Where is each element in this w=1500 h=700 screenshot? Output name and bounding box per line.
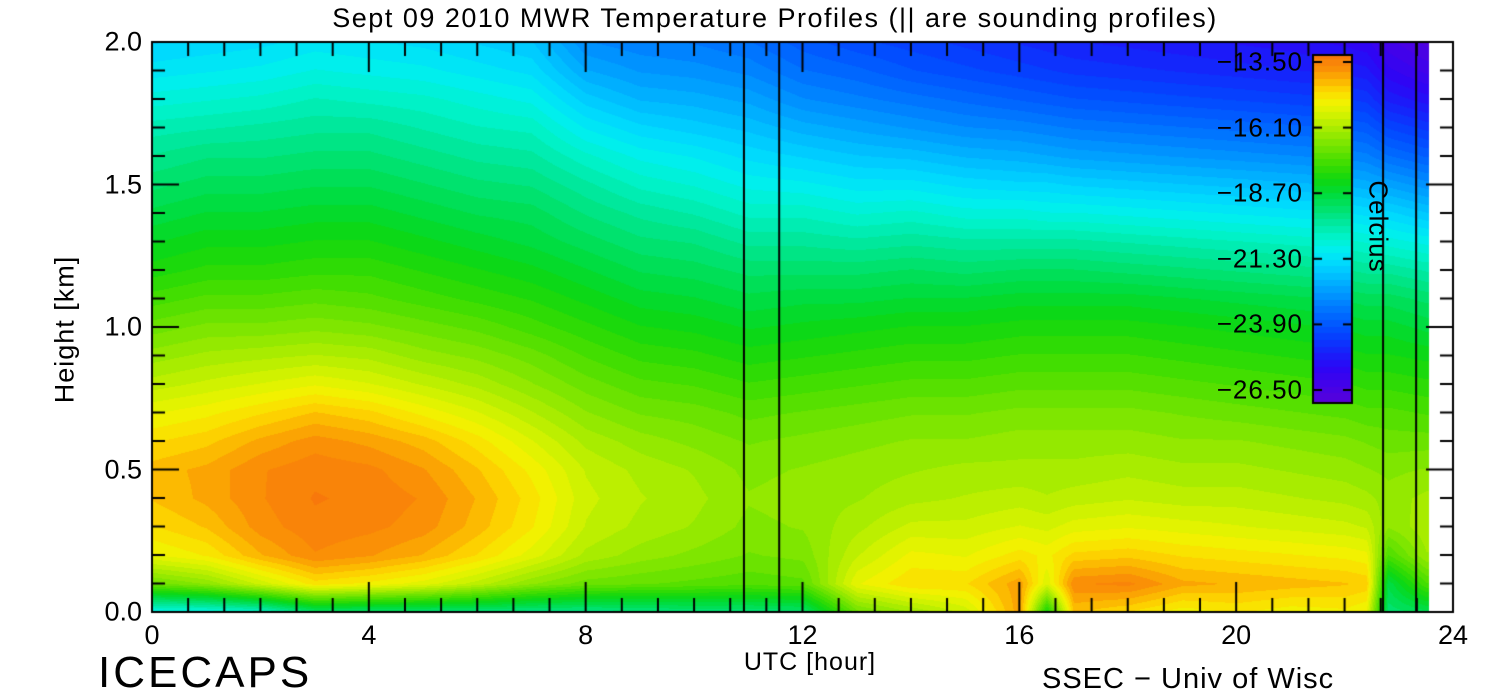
x-tick-label: 24 [1437, 620, 1469, 650]
chart-title: Sept 09 2010 MWR Temperature Profiles (|… [332, 3, 1218, 33]
colorbar-tick-label: −13.50 [1216, 46, 1303, 77]
x-tick-label: 8 [578, 620, 594, 650]
x-axis-title: UTC [hour] [743, 648, 877, 676]
project-label: ICECAPS [98, 648, 313, 697]
institution-label: SSEC − Univ of Wisc [1042, 663, 1335, 695]
y-tick-label: 2.0 [104, 26, 142, 57]
colorbar-tick-label: −18.70 [1216, 177, 1303, 208]
y-tick-label: 0.0 [104, 596, 142, 627]
colorbar-tick-label: −21.30 [1216, 243, 1303, 274]
x-tick-label: 16 [1004, 620, 1035, 650]
x-tick-label: 20 [1221, 620, 1252, 650]
x-tick-label: 0 [144, 620, 160, 650]
x-tick-label: 4 [361, 620, 377, 650]
colorbar-tick-label: −23.90 [1216, 308, 1303, 339]
colorbar-tick-label: −26.50 [1216, 374, 1303, 405]
y-tick-label: 0.5 [104, 454, 142, 484]
colorbar-title: Celcius [1363, 180, 1394, 273]
x-tick-label: 12 [787, 620, 818, 650]
y-tick-label: 1.0 [104, 311, 142, 342]
colorbar-tick-label: −16.10 [1216, 112, 1303, 143]
y-tick-label: 1.5 [104, 169, 142, 199]
y-axis-title: Height [km] [49, 255, 80, 404]
